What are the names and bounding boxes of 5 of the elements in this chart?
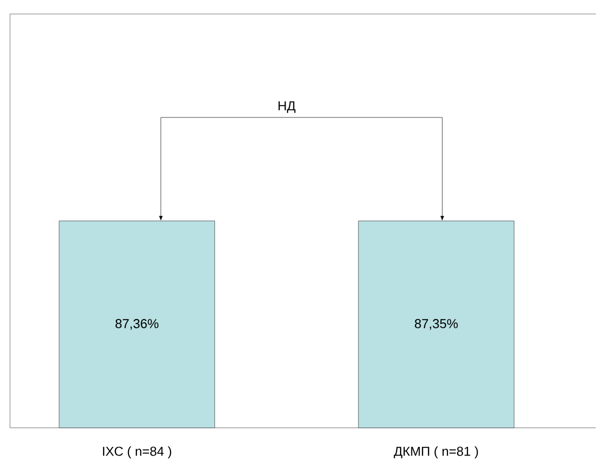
x-tick-label: ДКМП ( n=81 ) xyxy=(394,446,478,458)
x-tick-label: IXC ( n=84 ) xyxy=(103,446,172,458)
data-label: 87,36% xyxy=(116,319,158,330)
text: НД xyxy=(278,101,296,113)
data-label: 87,35% xyxy=(414,319,458,330)
